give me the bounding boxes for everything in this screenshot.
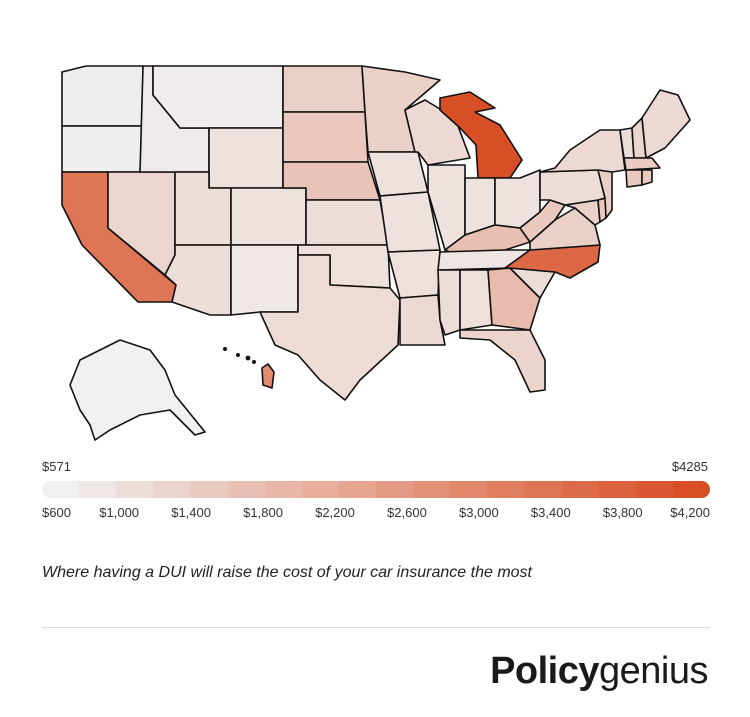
legend-color-step <box>301 481 339 498</box>
legend-color-step <box>42 481 80 498</box>
hawaii-small-islands <box>223 347 256 364</box>
brand-logo-bold: Policy <box>490 650 600 692</box>
legend-color-step <box>450 481 488 498</box>
us-map <box>61 65 691 441</box>
state-wi[interactable] <box>404 99 471 166</box>
legend-max-label: $4285 <box>671 459 708 474</box>
legend-tick-label: $1,800 <box>243 505 283 520</box>
state-mt[interactable] <box>152 65 284 129</box>
legend-color-step <box>413 481 451 498</box>
legend-color-step <box>338 481 376 498</box>
legend-color-step <box>672 481 710 498</box>
states-group <box>61 65 691 441</box>
legend-tick-label: $4,200 <box>670 505 710 520</box>
legend-color-step <box>79 481 117 498</box>
divider <box>42 627 710 628</box>
state-ny[interactable] <box>539 129 626 173</box>
state-nm[interactable] <box>230 244 299 316</box>
legend-color-step <box>524 481 562 498</box>
brand-logo: Policygenius <box>490 650 708 693</box>
state-co[interactable] <box>230 187 307 246</box>
state-fl[interactable] <box>459 329 546 393</box>
state-ct[interactable] <box>625 169 643 188</box>
state-or[interactable] <box>61 125 144 173</box>
legend-color-step <box>598 481 636 498</box>
legend-color-step <box>264 481 302 498</box>
legend-color-step <box>153 481 191 498</box>
state-ak[interactable] <box>69 339 206 441</box>
legend-color-step <box>375 481 414 498</box>
state-al[interactable] <box>459 269 493 331</box>
state-wy[interactable] <box>208 127 284 189</box>
state-ar[interactable] <box>387 249 441 299</box>
map-caption: Where having a DUI will raise the cost o… <box>42 564 532 581</box>
legend-tick-labels: $600 $1,000 $1,400 $1,800 $2,200 $2,600 $3,000… <box>42 505 710 525</box>
legend-color-step <box>227 481 265 498</box>
state-az[interactable] <box>164 244 232 316</box>
brand-logo-light: genius <box>599 650 708 692</box>
legend-color-scale <box>42 481 710 498</box>
legend-color-step <box>116 481 154 498</box>
legend-tick-label: $2,200 <box>315 505 355 520</box>
state-sd[interactable] <box>282 111 369 163</box>
state-ri[interactable] <box>641 169 653 186</box>
legend-tick-label: $2,600 <box>387 505 427 520</box>
legend-color-step <box>487 481 525 498</box>
legend-color-step <box>561 481 599 498</box>
legend-tick-label: $3,000 <box>458 505 499 520</box>
state-ms[interactable] <box>437 269 461 336</box>
legend-tick-label: $1,400 <box>171 505 211 520</box>
state-wa[interactable] <box>61 65 144 127</box>
legend-tick-label: $3,400 <box>530 505 571 520</box>
legend-tick-label: $600 <box>42 505 71 520</box>
state-ks[interactable] <box>305 199 389 246</box>
state-hi[interactable] <box>261 363 275 389</box>
state-me[interactable] <box>641 89 691 159</box>
state-nd[interactable] <box>282 65 366 113</box>
state-la[interactable] <box>399 294 446 346</box>
legend-color-step <box>635 481 673 498</box>
state-pa[interactable] <box>539 169 606 206</box>
state-ma[interactable] <box>623 157 661 171</box>
legend-tick-label: $1,000 <box>99 505 140 520</box>
legend-color-step <box>190 481 228 498</box>
state-mi[interactable] <box>439 91 523 179</box>
legend-min-label: $571 <box>42 459 71 474</box>
state-tx[interactable] <box>259 254 401 401</box>
legend-tick-label: $3,800 <box>602 505 643 520</box>
